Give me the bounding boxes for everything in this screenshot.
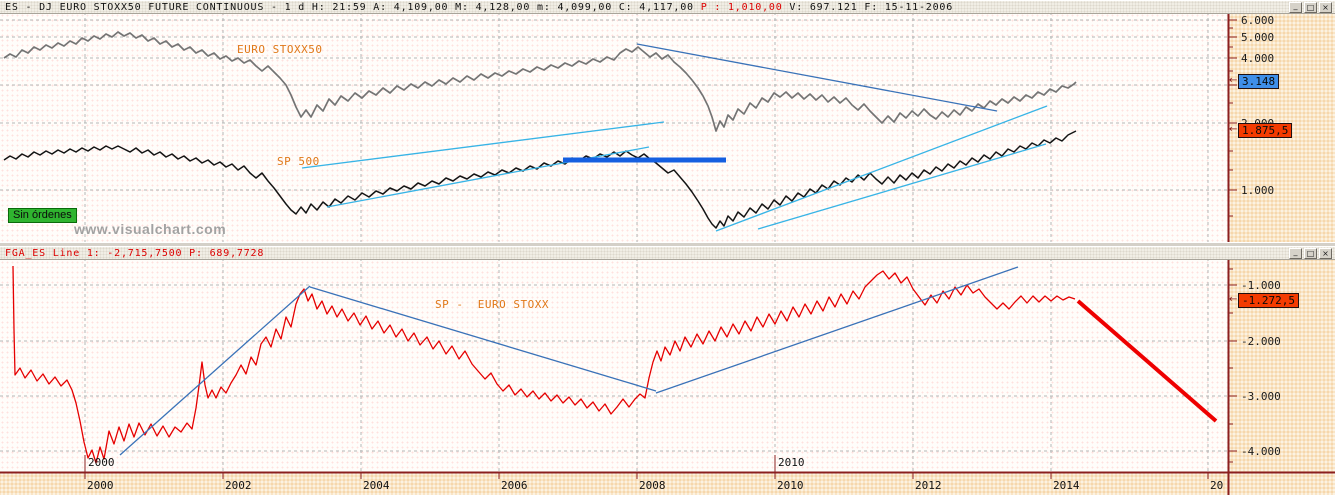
top-window-controls: _ □ × [1289, 1, 1332, 13]
last-price-badge: 1.875,5 [1238, 123, 1293, 138]
panel-divider [0, 242, 1335, 247]
time-axis-year-label: 2000 [87, 479, 114, 492]
time-axis-year-label: 20 [1210, 479, 1224, 492]
time-axis-background[interactable] [0, 472, 1228, 495]
close-button[interactable]: × [1319, 248, 1332, 259]
volume-date: V: 697.121 F: 15-11-2006 [789, 2, 954, 13]
last-price-badge: 3.148 [1238, 74, 1280, 89]
price-axis-label: -3.000 [1241, 390, 1281, 403]
visualchart-watermark: www.visualchart.com [74, 221, 227, 237]
price-axis-label: -1.000 [1241, 279, 1281, 292]
top-chart-background[interactable] [0, 13, 1228, 242]
maximize-button[interactable]: □ [1304, 248, 1317, 259]
top-title-text: ES - DJ EURO STOXX50 FUTURE CONTINUOUS -… [5, 2, 953, 13]
top-panel-titlebar[interactable]: ES - DJ EURO STOXX50 FUTURE CONTINUOUS -… [0, 0, 1335, 14]
spread-series-label: SP - EURO STOXX [435, 298, 549, 311]
minimize-button[interactable]: _ [1289, 247, 1302, 259]
position-value: P : 1,010,00 [700, 2, 790, 13]
minimize-button[interactable]: _ [1289, 1, 1302, 13]
time-axis-year-label: 2004 [363, 479, 390, 492]
bottom-chart-background[interactable] [0, 260, 1228, 472]
instrument-title: ES - DJ EURO STOXX50 FUTURE CONTINUOUS -… [5, 2, 701, 13]
price-axis-label: -2.000 [1241, 335, 1281, 348]
no-orders-badge: Sin órdenes [8, 208, 77, 223]
price-axis-label: 5.000 [1241, 31, 1275, 44]
price-marker-arrow-icon: ← [1229, 294, 1238, 305]
bottom-window-controls: _ □ × [1289, 247, 1332, 259]
time-axis-year-label: 2010 [777, 479, 804, 492]
time-axis-year-label: 2006 [501, 479, 528, 492]
time-axis-year-label: 2002 [225, 479, 252, 492]
decade-label: 2000 [88, 456, 115, 469]
time-axis-year-label: 2008 [639, 479, 666, 492]
bottom-title-text: FGA_ES Line 1: -2,715,7500 P: 689,7728 [5, 248, 265, 259]
time-axis-year-label: 2012 [915, 479, 942, 492]
price-axis-label: 4.000 [1241, 52, 1275, 65]
price-marker-arrow-icon: ← [1229, 124, 1238, 135]
sp500-series-label: SP 500 [277, 155, 320, 168]
decade-label: 2010 [778, 456, 805, 469]
price-marker-arrow-icon: ← [1229, 75, 1238, 86]
last-price-badge: -1.272,5 [1238, 293, 1299, 308]
price-axis-label: 1.000 [1241, 184, 1275, 197]
bottom-panel-titlebar[interactable]: FGA_ES Line 1: -2,715,7500 P: 689,7728 _… [0, 246, 1335, 260]
maximize-button[interactable]: □ [1304, 2, 1317, 13]
price-axis-label: 6.000 [1241, 14, 1275, 27]
close-button[interactable]: × [1319, 2, 1332, 13]
time-axis-year-label: 2014 [1053, 479, 1080, 492]
price-axis-label: -4.000 [1241, 445, 1281, 458]
eurostoxx-series-label: EURO STOXX50 [237, 43, 323, 56]
